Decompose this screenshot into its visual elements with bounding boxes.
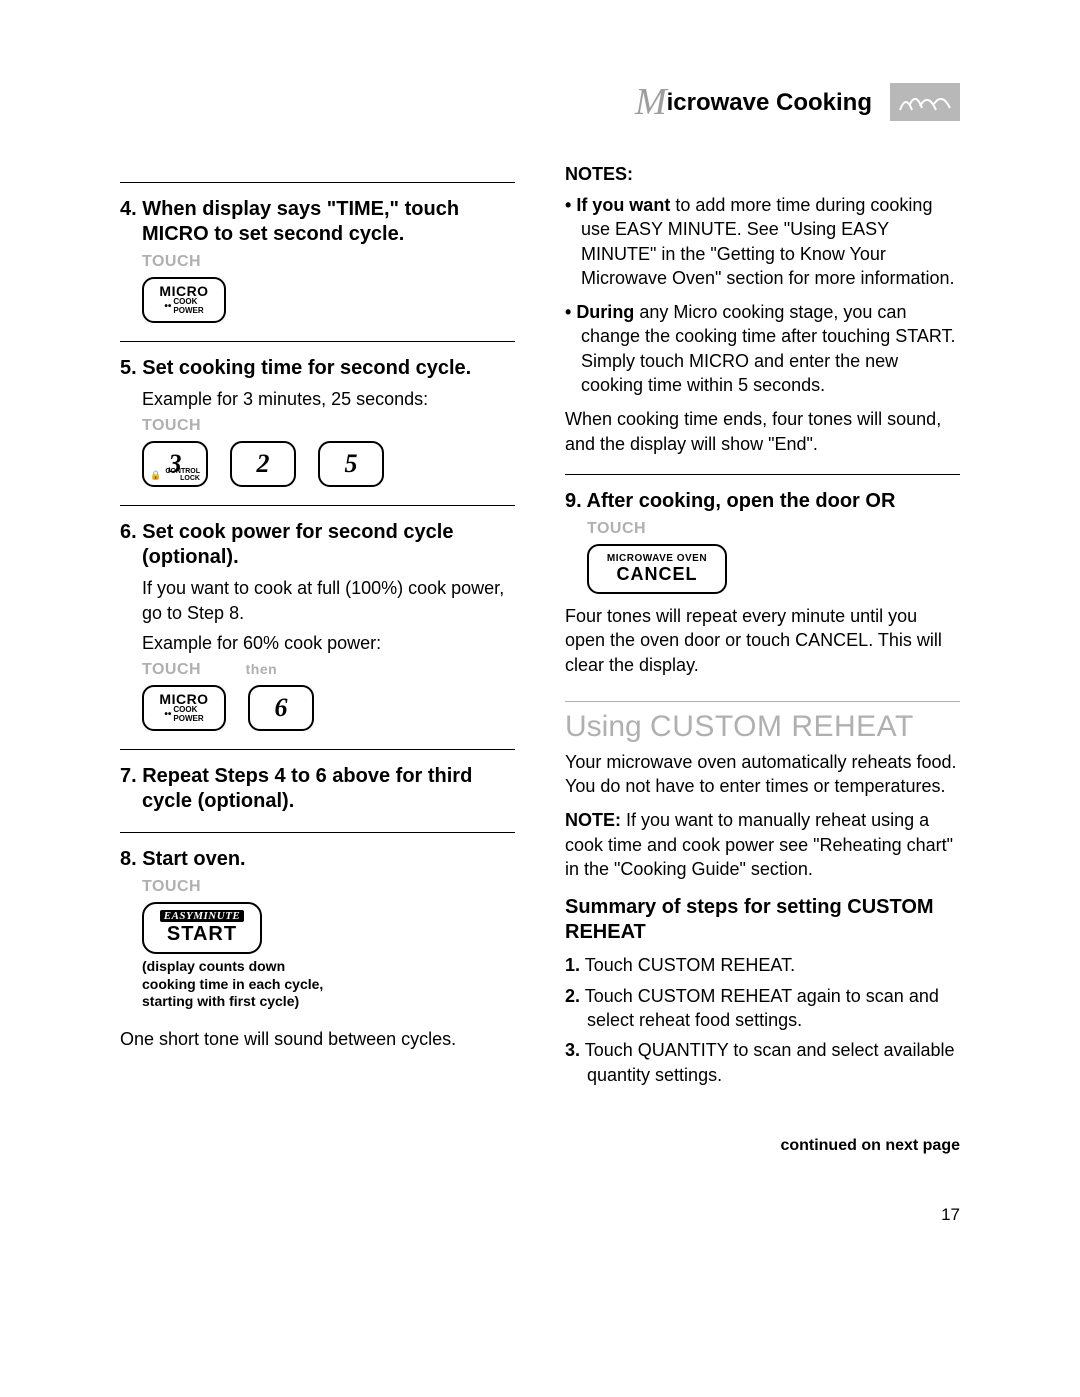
note-1: If you want to add more time during cook… bbox=[565, 193, 960, 290]
step-5: 5. Set cooking time for second cycle. Ex… bbox=[120, 356, 515, 487]
step-6: 6. Set cook power for second cycle (opti… bbox=[120, 520, 515, 731]
notes-heading: NOTES: bbox=[565, 164, 960, 185]
divider bbox=[565, 474, 960, 475]
start-button: EASYMINUTE START bbox=[142, 902, 262, 954]
right-column: NOTES: If you want to add more time duri… bbox=[565, 164, 960, 1155]
summary-heading: Summary of steps for setting CUSTOM REHE… bbox=[565, 895, 960, 945]
keypad-3-sub: CONTROL LOCK bbox=[144, 468, 200, 482]
summary-list: 1. Touch CUSTOM REHEAT. 2. Touch CUSTOM … bbox=[565, 953, 960, 1086]
summary-item-1: 1. Touch CUSTOM REHEAT. bbox=[565, 953, 960, 977]
step-9-p: Four tones will repeat every minute unti… bbox=[565, 604, 960, 677]
step-8-p: One short tone will sound between cycles… bbox=[120, 1027, 515, 1051]
step-7: 7. Repeat Steps 4 to 6 above for third c… bbox=[120, 764, 515, 814]
divider bbox=[120, 341, 515, 342]
touch-label: TOUCH bbox=[142, 878, 515, 896]
cancel-button: MICROWAVE OVEN CANCEL bbox=[587, 544, 727, 594]
cancel-top-label: MICROWAVE OVEN bbox=[607, 553, 707, 564]
touch-label: TOUCH bbox=[142, 417, 515, 435]
divider bbox=[120, 832, 515, 833]
brand-logo bbox=[890, 83, 960, 121]
micro-button: MICRO ••COOKPOWER bbox=[142, 277, 226, 323]
step-4-title: 4. When display says "TIME," touch MICRO… bbox=[120, 197, 515, 247]
page-header: Microwave Cooking bbox=[120, 80, 960, 124]
keypad-5: 5 bbox=[318, 441, 384, 487]
summary-item-3: 3. Touch QUANTITY to scan and select ava… bbox=[565, 1038, 960, 1087]
divider bbox=[120, 505, 515, 506]
touch-label: TOUCH then bbox=[142, 661, 515, 679]
note-2: During any Micro cooking stage, you can … bbox=[565, 300, 960, 397]
summary-item-2: 2. Touch CUSTOM REHEAT again to scan and… bbox=[565, 984, 960, 1033]
step-8-note: (display counts down cooking time in eac… bbox=[142, 958, 342, 1011]
section-note: NOTE: If you want to manually reheat usi… bbox=[565, 808, 960, 881]
start-label: START bbox=[167, 922, 237, 946]
notes-list: If you want to add more time during cook… bbox=[565, 193, 960, 397]
header-rest: icrowave Cooking bbox=[667, 89, 872, 116]
continued-label: continued on next page bbox=[565, 1137, 960, 1155]
step-9-title: 9. After cooking, open the door OR bbox=[565, 489, 960, 514]
step-4: 4. When display says "TIME," touch MICRO… bbox=[120, 197, 515, 323]
step-6-title: 6. Set cook power for second cycle (opti… bbox=[120, 520, 515, 570]
step-8-title: 8. Start oven. bbox=[120, 847, 515, 872]
easyminute-label: EASYMINUTE bbox=[160, 910, 245, 922]
touch-label: TOUCH bbox=[142, 253, 515, 271]
section-intro: Your microwave oven automatically reheat… bbox=[565, 750, 960, 799]
section-heading: Using CUSTOM REHEAT bbox=[565, 710, 960, 744]
header-title: Microwave Cooking bbox=[635, 80, 872, 124]
micro-label: MICRO bbox=[159, 284, 208, 298]
step-7-title: 7. Repeat Steps 4 to 6 above for third c… bbox=[120, 764, 515, 814]
page-number: 17 bbox=[120, 1205, 960, 1225]
step-8: 8. Start oven. TOUCH EASYMINUTE START (d… bbox=[120, 847, 515, 1051]
keypad-2: 2 bbox=[230, 441, 296, 487]
cancel-main-label: CANCEL bbox=[617, 564, 698, 585]
micro-button: MICRO ••COOKPOWER bbox=[142, 685, 226, 731]
step-6-p1: If you want to cook at full (100%) cook … bbox=[142, 576, 515, 625]
step-9: 9. After cooking, open the door OR TOUCH… bbox=[565, 489, 960, 677]
header-initial: M bbox=[635, 81, 667, 123]
divider bbox=[565, 701, 960, 702]
step-6-p2: Example for 60% cook power: bbox=[142, 631, 515, 655]
keypad-6: 6 bbox=[248, 685, 314, 731]
step-5-example: Example for 3 minutes, 25 seconds: bbox=[142, 387, 515, 411]
left-column: 4. When display says "TIME," touch MICRO… bbox=[120, 164, 515, 1155]
touch-label: TOUCH bbox=[587, 520, 960, 538]
end-text: When cooking time ends, four tones will … bbox=[565, 407, 960, 456]
divider bbox=[120, 749, 515, 750]
step-5-title: 5. Set cooking time for second cycle. bbox=[120, 356, 515, 381]
divider bbox=[120, 182, 515, 183]
keypad-3: 3 🔒 CONTROL LOCK bbox=[142, 441, 208, 487]
